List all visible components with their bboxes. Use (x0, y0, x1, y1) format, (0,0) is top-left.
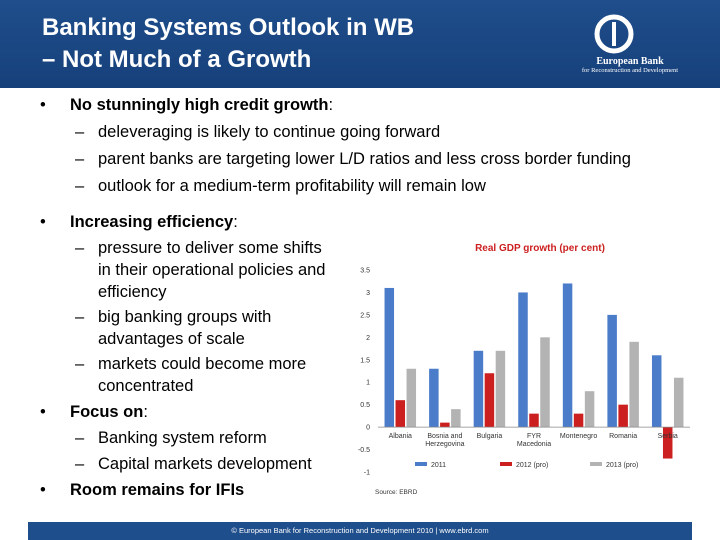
bar (607, 314, 617, 428)
bar (518, 292, 528, 428)
x-tick-label: Albania (389, 433, 412, 440)
sub-item: Banking system reform (98, 429, 267, 447)
slide-title: Banking Systems Outlook in WB – Not Much… (42, 12, 414, 76)
bar (495, 350, 506, 428)
dash-marker: – (75, 355, 85, 373)
dash-marker: – (75, 455, 85, 473)
bar (395, 400, 406, 428)
bullet-suffix: : (143, 403, 148, 421)
sub-item: parent banks are targeting lower L/D rat… (98, 150, 631, 168)
y-axis: -1 -0.5 0 0.5 1 1.5 2 2.5 3 3.5 (358, 268, 370, 477)
bar (629, 341, 639, 428)
bullet-label: Increasing efficiency (70, 213, 234, 231)
sub-item: Capital markets development (98, 455, 312, 473)
bullet-marker: • (40, 481, 46, 499)
dash-marker: – (75, 177, 85, 195)
sub-item-continued: concentrated (98, 377, 194, 395)
sub-item: pressure to deliver some shifts (98, 239, 322, 257)
ebrd-logo-mark (594, 14, 634, 54)
sub-item: markets could become more (98, 355, 307, 373)
bar (529, 413, 539, 428)
dash-marker: – (75, 123, 85, 141)
bar (573, 413, 584, 428)
y-tick-label: 0.5 (360, 402, 370, 409)
bar (662, 427, 673, 459)
chart-title: Real GDP growth (per cent) (475, 243, 605, 254)
bar (540, 337, 550, 428)
y-tick-label: 0 (366, 425, 370, 432)
x-tick-label: FYR (527, 433, 541, 440)
y-tick-label: 2.5 (360, 312, 370, 319)
bullet-marker: • (40, 213, 46, 231)
bar (618, 404, 628, 428)
y-tick-label: 2 (366, 335, 370, 342)
bar-group (384, 283, 684, 459)
sub-item-continued: advantages of scale (98, 330, 245, 348)
bar (473, 350, 484, 428)
bar (562, 283, 573, 428)
dash-marker: – (75, 429, 85, 447)
bar (429, 368, 439, 428)
bar (384, 287, 395, 428)
legend-label: 2011 (431, 462, 446, 469)
dash-marker: – (75, 150, 85, 168)
x-tick-label: Serbia (658, 433, 678, 440)
x-tick-label: Herzegovina (425, 441, 464, 448)
sub-item-continued: in their operational policies and (98, 261, 326, 279)
x-tick-label: Bulgaria (477, 433, 503, 440)
y-tick-label: -0.5 (358, 447, 370, 454)
bar (440, 422, 450, 428)
sub-item: outlook for a medium-term profitability … (98, 177, 486, 195)
x-tick-label: Bosnia and (427, 433, 462, 440)
bullet-marker: • (40, 96, 46, 114)
ebrd-logo: European Bank for Reconstruction and Dev… (568, 14, 692, 80)
bullet-suffix: : (233, 213, 238, 231)
bar (484, 373, 495, 428)
logo-line-2: for Reconstruction and Development (581, 67, 679, 74)
y-tick-label: -1 (364, 470, 370, 477)
sub-item-continued: efficiency (98, 283, 167, 301)
chart-legend: 2011 2012 (pro) 2013 (pro) (415, 462, 638, 469)
chart-source: Source: EBRD (375, 489, 418, 496)
dash-marker: – (75, 239, 85, 257)
y-tick-label: 1 (366, 380, 370, 387)
dash-marker: – (75, 308, 85, 326)
bullet-item-efficiency: Increasing efficiency: (70, 213, 238, 232)
bullet-item-ifis: Room remains for IFIs (70, 481, 245, 499)
bullet-item-credit-growth: No stunningly high credit growth: (70, 96, 333, 115)
y-tick-label: 3 (366, 290, 370, 297)
bullet-marker: • (40, 403, 46, 421)
bar (651, 355, 662, 428)
sub-item: deleveraging is likely to continue going… (98, 123, 441, 141)
legend-swatch (500, 462, 512, 466)
bullet-label: No stunningly high credit growth (70, 96, 329, 114)
legend-swatch (590, 462, 602, 466)
legend-swatch (415, 462, 427, 466)
legend-label: 2013 (pro) (606, 462, 638, 469)
bar (673, 377, 684, 428)
bar (584, 391, 595, 428)
legend-label: 2012 (pro) (516, 462, 548, 469)
title-line-2: – Not Much of a Growth (42, 46, 312, 73)
x-tick-label: Romania (609, 433, 637, 440)
logo-line-1: European Bank (596, 56, 664, 67)
bullet-suffix: : (328, 96, 334, 114)
y-tick-label: 1.5 (360, 357, 370, 364)
sub-item: big banking groups with (98, 308, 272, 326)
slide-footer: © European Bank for Reconstruction and D… (28, 522, 692, 540)
ebrd-logo-text: European Bank for Reconstruction and Dev… (568, 56, 692, 74)
x-tick-label: Macedonia (517, 441, 551, 448)
slide-header: Banking Systems Outlook in WB – Not Much… (0, 0, 720, 88)
bullet-label: Focus on (70, 403, 144, 421)
y-tick-label: 3.5 (360, 268, 370, 275)
bar (406, 368, 417, 428)
bar (451, 409, 461, 428)
title-line-1: Banking Systems Outlook in WB (42, 14, 415, 41)
gdp-growth-chart: Real GDP growth (per cent) -1 -0.5 0 0.5 1 1.… (358, 243, 690, 496)
x-tick-label: Montenegro (560, 433, 597, 440)
bullet-item-focus: Focus on: (70, 403, 148, 422)
